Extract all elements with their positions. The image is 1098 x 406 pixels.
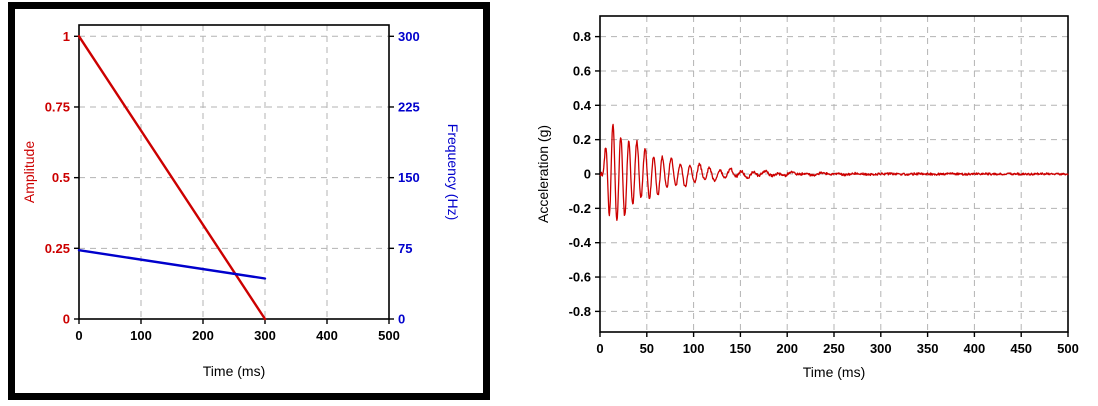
svg-text:50: 50 <box>640 341 654 356</box>
accel-chart-panel: 0 50 100 150 200 250 300 350 400 450 500 0.8 0.6 0.4 0… <box>530 6 1090 398</box>
svg-text:300: 300 <box>254 328 276 343</box>
svg-text:500: 500 <box>1057 341 1079 356</box>
svg-text:-0.2: -0.2 <box>569 201 591 216</box>
svg-text:0.5: 0.5 <box>52 170 70 185</box>
svg-text:0.75: 0.75 <box>45 99 70 114</box>
svg-text:1: 1 <box>63 29 70 44</box>
accel-y-axis-title: Acceleration (g) <box>535 124 551 224</box>
svg-text:500: 500 <box>378 328 400 343</box>
svg-text:150: 150 <box>730 341 752 356</box>
accel-chart: 0 50 100 150 200 250 300 350 400 450 500 0.8 0.6 0.4 0… <box>569 15 1079 356</box>
svg-text:0: 0 <box>63 312 70 327</box>
sweep-x-axis-title: Time (ms) <box>202 363 266 379</box>
svg-text:200: 200 <box>776 341 798 356</box>
svg-text:400: 400 <box>964 341 986 356</box>
svg-text:0.4: 0.4 <box>573 98 592 113</box>
svg-text:450: 450 <box>1010 341 1032 356</box>
svg-text:0: 0 <box>398 312 405 327</box>
sweep-left-axis-title: Amplitude <box>21 140 37 204</box>
svg-text:250: 250 <box>823 341 845 356</box>
svg-text:0: 0 <box>584 167 591 182</box>
svg-text:0.25: 0.25 <box>45 241 70 256</box>
svg-text:150: 150 <box>398 170 420 185</box>
svg-text:-0.4: -0.4 <box>569 235 592 250</box>
svg-text:225: 225 <box>398 99 420 114</box>
svg-text:-0.8: -0.8 <box>569 304 591 319</box>
svg-text:350: 350 <box>917 341 939 356</box>
svg-text:0: 0 <box>75 328 82 343</box>
accel-x-axis-title: Time (ms) <box>802 364 866 380</box>
svg-text:-0.6: -0.6 <box>569 270 591 285</box>
sweep-chart: 0 100 200 300 400 50000.250.50.75107515022530… <box>45 24 420 343</box>
svg-text:400: 400 <box>316 328 338 343</box>
svg-text:100: 100 <box>130 328 152 343</box>
svg-text:100: 100 <box>683 341 705 356</box>
svg-text:0: 0 <box>596 341 603 356</box>
svg-text:0.2: 0.2 <box>573 132 591 147</box>
svg-text:300: 300 <box>870 341 892 356</box>
svg-text:200: 200 <box>192 328 214 343</box>
svg-text:75: 75 <box>398 241 412 256</box>
svg-text:0.8: 0.8 <box>573 29 591 44</box>
sweep-right-axis-title: Frequency (Hz) <box>445 123 461 221</box>
sweep-chart-panel: 0 100 200 300 400 500 0 0.25 0.5 0.75 1 0 75 150 225 30… <box>8 2 490 400</box>
svg-text:300: 300 <box>398 29 420 44</box>
svg-text:0.6: 0.6 <box>573 63 591 78</box>
